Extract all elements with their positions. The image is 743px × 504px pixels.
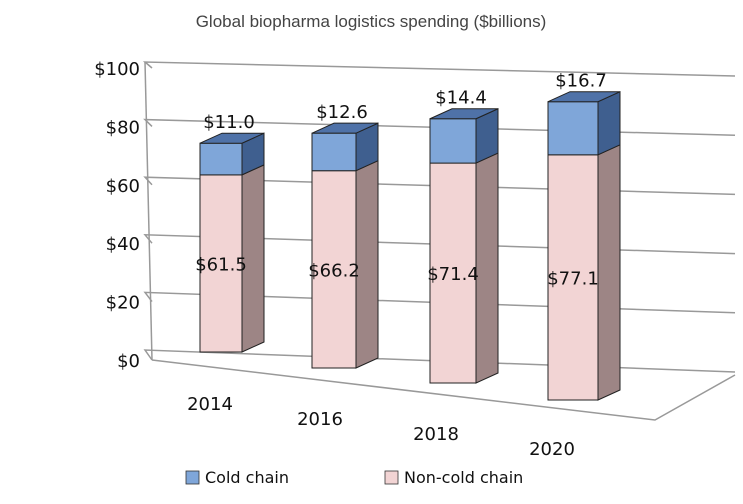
data-label: $77.1 — [547, 268, 599, 289]
y-tick-label: $0 — [117, 351, 140, 372]
data-label: $71.4 — [427, 264, 479, 285]
y-axis-line — [144, 61, 153, 361]
data-label: $16.7 — [555, 71, 607, 92]
bar-top — [199, 132, 265, 144]
gridline — [143, 349, 736, 373]
x-tick-label: 2018 — [413, 424, 459, 445]
gridline — [143, 291, 736, 314]
x-tick-label: 2020 — [529, 439, 575, 460]
bar-front — [311, 132, 357, 172]
y-tick-label: $40 — [106, 234, 140, 255]
legend-label-non-cold-chain: Non-cold chain — [404, 468, 523, 487]
data-label: $61.5 — [195, 254, 247, 275]
bar-front — [429, 162, 477, 384]
legend: Cold chain Non-cold chain — [185, 468, 523, 487]
x-axis-ticks: 2014 2016 2018 2020 — [187, 394, 575, 460]
bar-front — [547, 101, 599, 156]
y-tick-label: $20 — [106, 293, 140, 314]
legend-label-cold-chain: Cold chain — [205, 468, 289, 487]
y-tick-label: $60 — [106, 176, 140, 197]
floor-edge — [151, 359, 736, 421]
data-label: $12.6 — [316, 102, 368, 123]
gridline — [142, 61, 736, 77]
bars: $61.5 $11.0 $66.2 $12.6 $71.4 $14.4 $77.1 $16.7 — [195, 71, 621, 401]
x-tick-label: 2016 — [297, 409, 343, 430]
x-tick-label: 2014 — [187, 394, 233, 415]
bar-front — [199, 174, 243, 353]
y-axis-ticks: $0 $20 $40 $60 $80 $100 — [94, 59, 140, 372]
data-label: $66.2 — [308, 260, 360, 281]
bar-side — [597, 144, 621, 401]
gridlines — [142, 61, 736, 421]
chart-title: Global biopharma logistics spending ($bi… — [196, 12, 547, 31]
data-label: $11.0 — [203, 112, 255, 133]
y-tick-label: $80 — [106, 117, 140, 138]
y-tick-label: $100 — [94, 59, 140, 80]
bar-top — [429, 108, 499, 120]
bar-front — [547, 154, 599, 401]
legend-swatch-cold-chain — [185, 470, 200, 485]
bar-top — [547, 91, 621, 103]
bar-top — [311, 122, 379, 134]
bar-front — [199, 142, 243, 176]
bar-front — [429, 118, 477, 164]
bar-side — [597, 90, 621, 156]
gridline — [143, 118, 736, 136]
legend-swatch-non-cold-chain — [384, 470, 399, 485]
bar-side — [475, 152, 499, 384]
data-label: $14.4 — [435, 88, 487, 109]
gridline — [143, 176, 736, 196]
